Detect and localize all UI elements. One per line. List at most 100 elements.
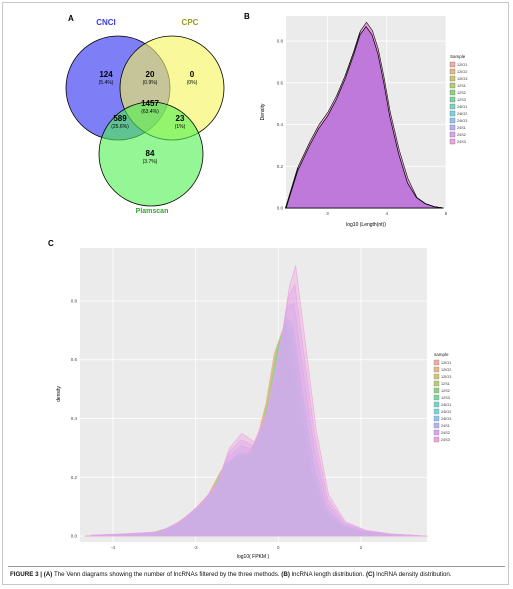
venn-pct-cnci-cpc: (0.9%) [143, 80, 158, 86]
chart-c-legend-swatch [433, 373, 440, 380]
chart-c-fpkm-density: -4 -2 0 2 0.0 0.2 0.4 0.6 0.8 log10( FPKM ) dens… [56, 248, 451, 560]
venn-count-plam-only: 84 [146, 149, 155, 158]
caption-c-label: (C) [365, 571, 375, 578]
chart-c-legend-swatch [433, 422, 440, 429]
figure-caption: FIGURE 3 | (A) The Venn diagrams showing… [10, 571, 505, 578]
chart-c-legend-label: 12IO3 [441, 375, 451, 379]
chart-b-y-tick-label: 0.2 [277, 164, 284, 169]
chart-b-legend-swatch [449, 138, 456, 145]
chart-c-legend-label: 12S2 [441, 389, 450, 393]
venn-pct-cpc-only: (0%) [187, 80, 198, 86]
chart-b-legend-swatch [449, 68, 456, 75]
panel-label-a: A [68, 14, 74, 23]
chart-c-legend-swatch [433, 380, 440, 387]
chart-b-legend-label: 24S3 [457, 140, 466, 144]
caption-a-label: (A) [43, 571, 53, 578]
chart-b-x-tick-label: 3 [326, 211, 329, 216]
chart-b-legend-label: 24IO1 [457, 105, 467, 109]
venn-pct-plam-only: (3.7%) [143, 159, 158, 165]
chart-c-legend-label: 12S3 [441, 396, 450, 400]
chart-c-y-axis-title: density [56, 386, 62, 402]
chart-c-density-24S3 [88, 265, 428, 537]
chart-b-x-axis-title: log10 (Length(nt)) [346, 222, 386, 228]
panel-label-b: B [244, 12, 250, 21]
chart-b-legend-swatch [449, 117, 456, 124]
venn-circle-plamscan [98, 101, 204, 207]
caption-b-label: (B) [281, 571, 290, 578]
venn-title-plamscan: Plamscan [136, 208, 169, 215]
panel-label-c: C [48, 239, 54, 248]
chart-b-y-tick-label: 0.8 [277, 39, 284, 44]
chart-b-y-axis-title: Density [260, 103, 266, 120]
chart-b-y-tick-label: 0.0 [277, 206, 284, 211]
chart-c-y-tick-label: 0.0 [71, 534, 78, 539]
chart-b-legend-label: 12IO2 [457, 70, 467, 74]
chart-c-legend-swatch [433, 415, 440, 422]
chart-c-x-tick-label: 2 [360, 545, 363, 550]
venn-title-cnci: CNCI [96, 18, 116, 27]
chart-c-y-tick-label: 0.4 [71, 416, 78, 421]
caption-a-text: The Venn diagrams showing the number of … [53, 571, 280, 578]
chart-c-legend-label: 12IO1 [441, 361, 451, 365]
chart-b-legend-swatch [449, 110, 456, 117]
chart-c-legend-swatch [433, 366, 440, 373]
caption-divider [8, 566, 505, 567]
chart-b-legend-label: 24S1 [457, 126, 466, 130]
chart-c-legend-swatch [433, 387, 440, 394]
chart-c-legend-label: 12S1 [441, 382, 450, 386]
chart-c-legend-swatch [433, 394, 440, 401]
figure-frame [2, 2, 509, 585]
chart-b-legend-label: 24IO2 [457, 112, 467, 116]
chart-c-plot-background [80, 248, 427, 542]
chart-c-legend-label: 24S2 [441, 431, 450, 435]
venn-count-cnci-plam: 589 [113, 114, 127, 123]
chart-b-legend-label: 12IO1 [457, 63, 467, 67]
chart-c-x-tick-label: -2 [194, 545, 198, 550]
chart-b-y-tick-label: 0.6 [277, 80, 284, 85]
caption-b-text: lncRNA length distribution. [291, 571, 365, 578]
venn-count-cnci-only: 124 [99, 70, 113, 79]
venn-pct-all-three: (63.4%) [141, 109, 159, 115]
chart-c-legend-label: 24IO2 [441, 410, 451, 414]
caption-figure-number: FIGURE 3 | [10, 571, 42, 578]
venn-diagram: CNCI CPC Plamscan 124 (5.4%) 20 (0.9%) 0… [65, 18, 225, 215]
chart-c-legend-label: 24S3 [441, 438, 450, 442]
chart-c-legend-swatch [433, 436, 440, 443]
chart-c-legend-label: 24S1 [441, 424, 450, 428]
venn-count-all-three: 1457 [141, 99, 159, 108]
chart-b-legend-swatch [449, 124, 456, 131]
chart-c-legend-label: 12IO2 [441, 368, 451, 372]
venn-pct-cnci-plam: (25.6%) [111, 124, 129, 130]
chart-b-legend-label: 12S2 [457, 91, 466, 95]
chart-b-legend-swatch [449, 131, 456, 138]
chart-b-legend-title: Sample [450, 54, 466, 59]
chart-c-legend-swatch [433, 429, 440, 436]
venn-count-cpc-plam: 23 [176, 114, 185, 123]
chart-b-legend-swatch [449, 75, 456, 82]
chart-c-y-tick-label: 0.8 [71, 298, 78, 303]
chart-b-legend-swatch [449, 103, 456, 110]
caption-c-text: lncRNA density distribution. [376, 571, 452, 578]
chart-c-legend-swatch [433, 359, 440, 366]
venn-pct-cnci-only: (5.4%) [99, 80, 114, 86]
chart-b-legend-label: 24IO3 [457, 119, 467, 123]
chart-b-legend-swatch [449, 89, 456, 96]
chart-b-legend-label: 12IO3 [457, 77, 467, 81]
chart-c-x-axis-title: log10( FPKM ) [237, 554, 270, 560]
venn-count-cpc-only: 0 [190, 70, 195, 79]
chart-b-density-overlay [285, 25, 444, 209]
chart-b-legend-label: 12S3 [457, 98, 466, 102]
chart-c-x-tick-label: -4 [111, 545, 115, 550]
chart-c-y-tick-label: 0.6 [71, 357, 78, 362]
chart-c-x-tick-label: 0 [277, 545, 280, 550]
chart-c-legend-swatch [433, 401, 440, 408]
venn-pct-cpc-plam: (1%) [175, 124, 186, 130]
venn-title-cpc: CPC [182, 18, 199, 27]
chart-b-legend-swatch [449, 96, 456, 103]
chart-b-x-tick-label: 5 [445, 211, 448, 216]
chart-c-legend-label: 24IO3 [441, 417, 451, 421]
chart-b-y-tick-label: 0.4 [277, 122, 284, 127]
chart-c-y-tick-label: 0.2 [71, 475, 78, 480]
chart-c-legend-label: 24IO1 [441, 403, 451, 407]
chart-c-legend-title: sample [434, 352, 449, 357]
